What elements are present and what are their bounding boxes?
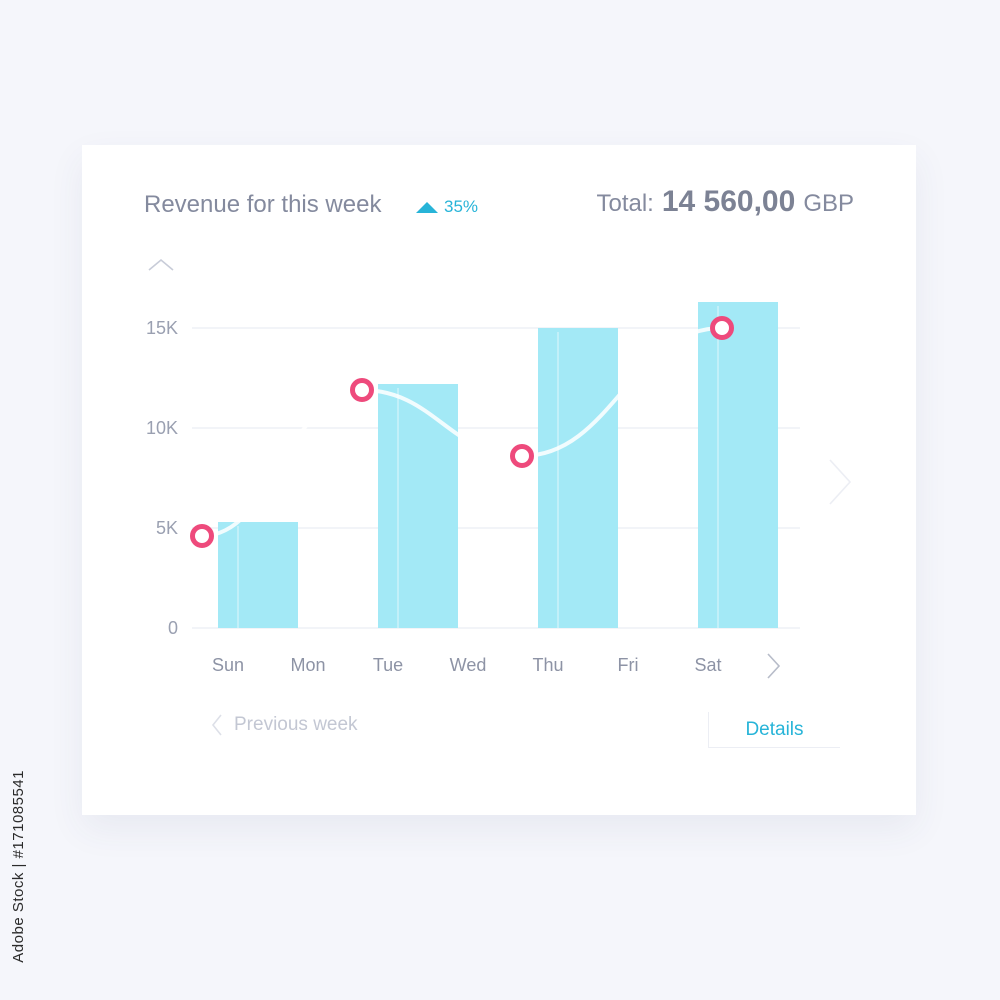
data-point-marker [510,444,534,468]
scroll-up-icon[interactable] [146,257,176,273]
bar [698,302,778,628]
watermark: Adobe Stock | #171085541 [10,770,27,963]
x-tick-label: Mon [290,655,325,675]
x-tick-label: Tue [373,655,403,675]
revenue-chart: 0 5K 10K 15K Sun Mon Tue Wed Thu Fri Sat [146,302,800,675]
bar [378,384,458,628]
growth-value: 35% [444,197,479,216]
bar [218,522,298,628]
bar [538,328,618,628]
currency-label: GBP [803,190,854,217]
y-tick-label: 5K [156,518,178,538]
x-tick-label: Thu [532,655,563,675]
details-button[interactable]: Details [708,712,840,748]
x-tick-label: Fri [618,655,639,675]
growth-indicator: 35% [416,197,478,217]
total-amount: 14 560,00 [661,185,796,218]
previous-week-link[interactable]: Previous week [210,713,358,737]
data-point-marker [710,316,734,340]
total-label: Total: [596,190,654,217]
x-tick-label: Wed [450,655,487,675]
next-week-chevron-icon[interactable] [764,651,784,681]
chart-title: Revenue for this week [144,191,382,218]
data-point-marker [190,524,214,548]
y-tick-label: 15K [146,318,178,338]
y-tick-label: 10K [146,418,178,438]
revenue-card: Revenue for this week 35% Total: 14 560,… [82,145,916,815]
arrow-up-icon [416,201,438,213]
x-tick-label: Sun [212,655,244,675]
next-chevron-icon[interactable] [826,457,856,507]
x-tick-label: Sat [694,655,721,675]
total-revenue: Total: 14 560,00 GBP [596,185,854,219]
previous-week-label: Previous week [234,714,358,735]
trend-line [201,326,723,538]
data-point-marker [350,378,374,402]
chevron-left-icon [211,714,222,736]
y-tick-label: 0 [168,618,178,638]
